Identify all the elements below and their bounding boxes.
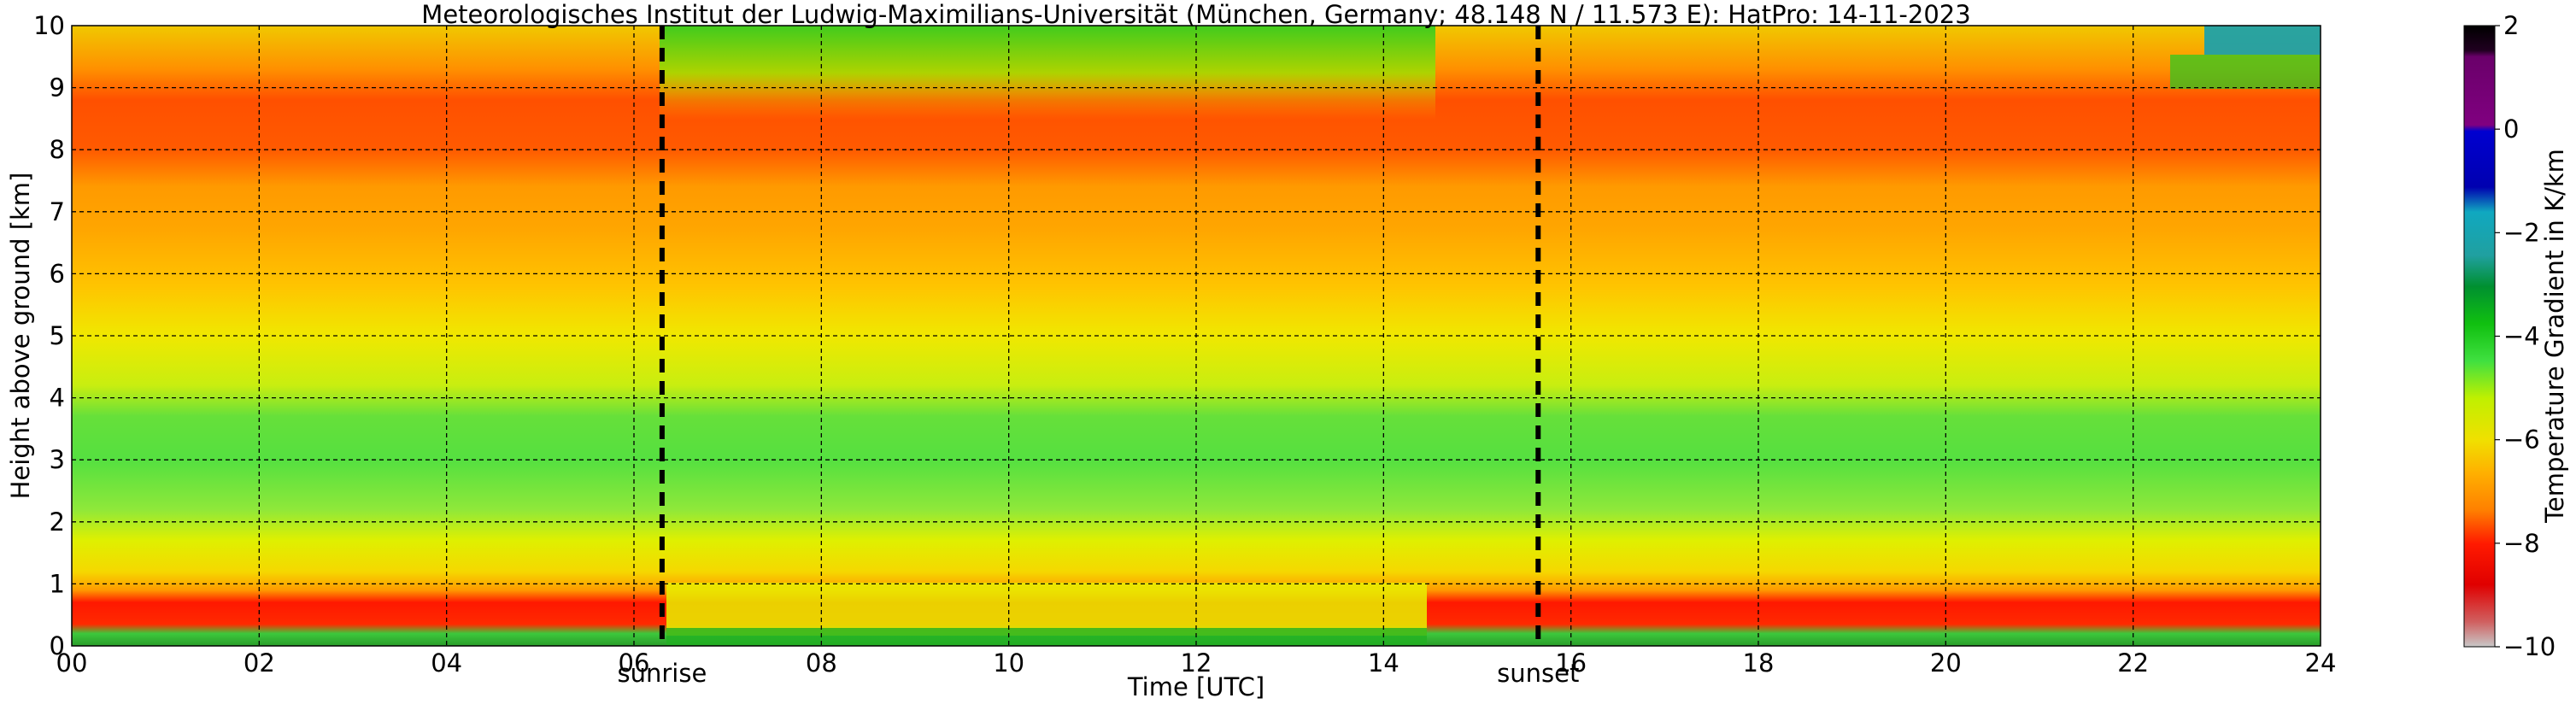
colorbar-tick-label: 2 [2503, 11, 2519, 40]
y-tick-label: 2 [50, 507, 65, 537]
chart-title: Meteorologisches Institut der Ludwig-Max… [421, 0, 1970, 29]
x-tick-label: 02 [244, 648, 275, 678]
x-tick-label: 06 [619, 648, 650, 678]
y-tick-label: 9 [50, 73, 65, 103]
y-axis-label: Height above ground [km] [6, 173, 35, 500]
y-tick-label: 5 [50, 321, 65, 350]
x-tick-label: 24 [2305, 648, 2337, 678]
y-tick-label: 10 [33, 11, 65, 40]
x-tick-label: 10 [993, 648, 1024, 678]
colorbar-label: Temperature Gradient in K/km [2540, 149, 2569, 524]
annotation-label: sunset [1497, 659, 1579, 688]
x-tick-labels: 00 02 04 06 08 10 12 14 16 18 20 22 24 [56, 648, 2337, 678]
colorbar-tick-label: −6 [2503, 425, 2540, 455]
plot-frame [71, 25, 2321, 647]
x-tick-label: 00 [56, 648, 88, 678]
colorbar-tick-label: −2 [2503, 218, 2540, 247]
x-tick-label: 12 [1181, 648, 1212, 678]
colorbar [2464, 26, 2495, 647]
y-tick-label: 8 [50, 135, 65, 164]
colorbar-tick-labels: 2 0 −2 −4 −6 −8 −10 [2495, 11, 2555, 661]
y-tick-label: 7 [50, 197, 65, 226]
annotations: sunrise sunset [617, 26, 1579, 688]
colorbar-tick-label: −4 [2503, 322, 2540, 351]
x-tick-label: 22 [2117, 648, 2149, 678]
colorbar-tick-label: −8 [2503, 529, 2540, 558]
x-tick-label: 04 [431, 648, 462, 678]
x-tick-label: 16 [1555, 648, 1587, 678]
annotation-label: sunrise [617, 659, 707, 688]
grid [72, 26, 2321, 646]
colorbar-tick-label: −10 [2503, 632, 2555, 661]
colorbar-tick-label: 0 [2503, 114, 2519, 144]
y-tick-label: 1 [50, 569, 65, 598]
y-tick-label: 6 [50, 259, 65, 288]
y-tick-label: 0 [50, 631, 65, 660]
y-tick-label: 3 [50, 445, 65, 474]
x-tick-label: 08 [806, 648, 837, 678]
x-tick-label: 18 [1743, 648, 1775, 678]
x-tick-label: 14 [1368, 648, 1399, 678]
y-tick-labels: 0 1 2 3 4 5 6 7 8 9 10 [33, 11, 65, 660]
x-tick-label: 20 [1930, 648, 1962, 678]
x-axis-label: Time [UTC] [1127, 672, 1265, 701]
y-tick-label: 4 [50, 384, 65, 413]
